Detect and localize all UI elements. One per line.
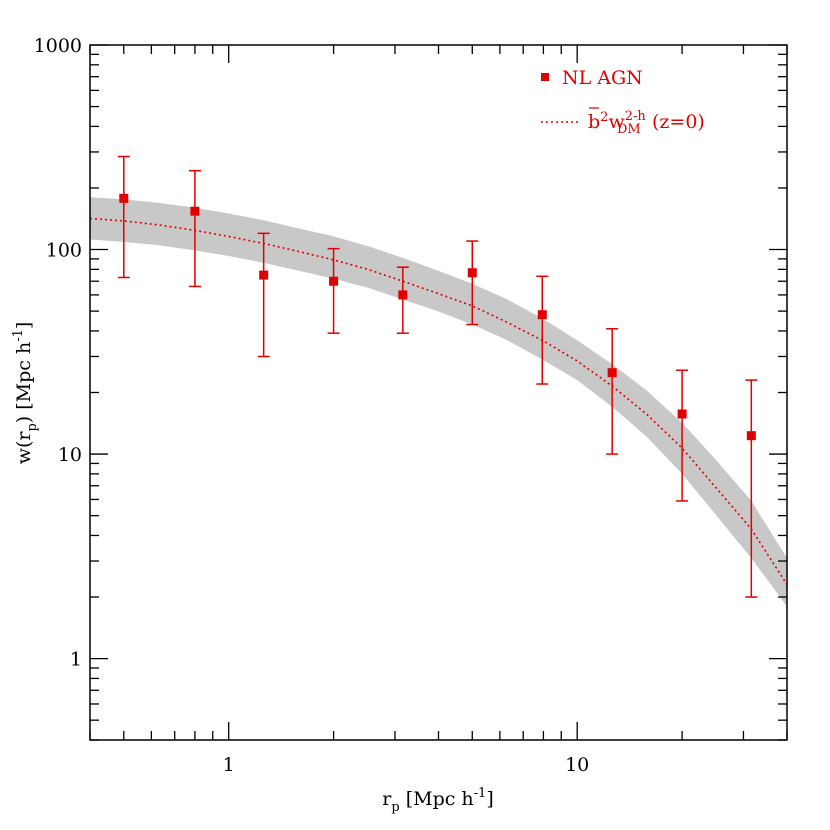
data-point-group (745, 379, 758, 598)
legend-model-b: b (588, 111, 600, 133)
axis-ticks-layer: 1 10 1 10 100 1000 (34, 35, 788, 776)
data-point-group (606, 327, 619, 455)
data-point-group (257, 232, 270, 358)
x-axis-title-sub: p (391, 800, 399, 815)
data-point-group (676, 369, 689, 502)
x-axis-title: rp [Mpc h-1] (382, 786, 494, 815)
y-axis-title-mid: ) [Mpc h (13, 342, 35, 423)
legend: NL AGN b2w2-h DM (z=0) (541, 67, 705, 137)
data-point-group (117, 155, 130, 279)
data-point (329, 276, 339, 286)
model-uncertainty-band-layer (90, 197, 787, 607)
legend-model-w: w (608, 111, 625, 133)
x-axis-title-sup: -1 (474, 786, 487, 801)
data-point (467, 268, 477, 278)
data-point (259, 270, 269, 280)
data-point (537, 310, 547, 320)
legend-label-model: b2w2-h DM (z=0) (588, 109, 705, 137)
x-axis-title-r: r (382, 788, 392, 810)
x-tick-label: 10 (565, 754, 589, 776)
data-point (677, 409, 687, 419)
data-point (190, 206, 200, 216)
legend-model-b-sup: 2 (600, 110, 608, 125)
x-axis-title-close: ] (486, 788, 493, 810)
legend-label-nl-agn: NL AGN (562, 67, 643, 89)
data-point (398, 290, 408, 300)
data-point (607, 368, 617, 378)
x-axis-title-unit: [Mpc h (400, 788, 474, 810)
y-axis-title-close: ] (13, 322, 35, 329)
data-point-group (327, 247, 340, 334)
y-tick-label: 100 (46, 240, 82, 262)
y-axis-title-sup: -1 (11, 329, 26, 342)
data-point (746, 431, 756, 441)
legend-marker-nl-agn (541, 73, 549, 81)
y-axis-title: w(rp) [Mpc h-1] (11, 322, 40, 465)
y-tick-label: 10 (58, 444, 82, 466)
data-point (119, 193, 129, 203)
model-line (89, 217, 788, 586)
data-point-group (466, 240, 479, 326)
data-point-group (188, 169, 201, 288)
model-uncertainty-band (90, 197, 787, 607)
legend-model-tail: (z=0) (652, 111, 705, 133)
y-tick-label: 1 (70, 649, 82, 671)
data-point-group (536, 275, 549, 385)
data-point-group (396, 266, 409, 334)
y-tick-label: 1000 (34, 35, 82, 57)
plot-frame (89, 44, 788, 741)
legend-model-w-sub: DM (617, 122, 641, 137)
y-axis-title-sub: p (25, 423, 40, 431)
data-points-layer (117, 155, 758, 598)
model-line-layer (89, 217, 788, 586)
legend-model-w-sup: 2-h (625, 109, 647, 124)
x-tick-label: 1 (223, 754, 235, 776)
y-axis-title-pre: w(r (13, 431, 35, 465)
